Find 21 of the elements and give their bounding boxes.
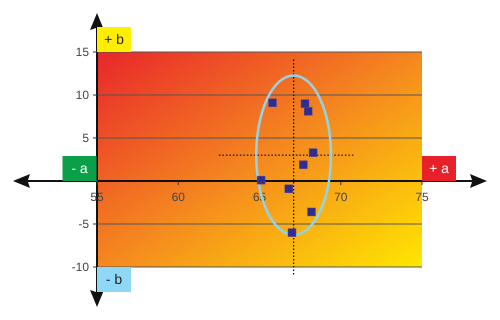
point	[299, 160, 308, 169]
y-tick-label: 10	[76, 88, 90, 102]
point	[288, 228, 296, 237]
y-tick-label: -10	[72, 260, 90, 274]
x-tick-label: 70	[334, 190, 348, 204]
point	[304, 107, 312, 116]
point	[256, 176, 266, 184]
y-tick-label: -5	[78, 217, 90, 231]
point	[284, 184, 293, 193]
text: + a	[429, 160, 450, 176]
point	[308, 148, 318, 157]
text: + b	[104, 31, 124, 47]
point	[307, 208, 316, 216]
x-tick-label: 60	[172, 190, 186, 204]
text: - b	[106, 271, 122, 287]
text: - a	[71, 160, 88, 176]
y-tick-label: 5	[82, 131, 90, 145]
point	[300, 99, 310, 108]
x-tick-label: 55	[90, 190, 104, 204]
y-tick-label: 15	[76, 45, 90, 59]
point	[268, 98, 277, 107]
